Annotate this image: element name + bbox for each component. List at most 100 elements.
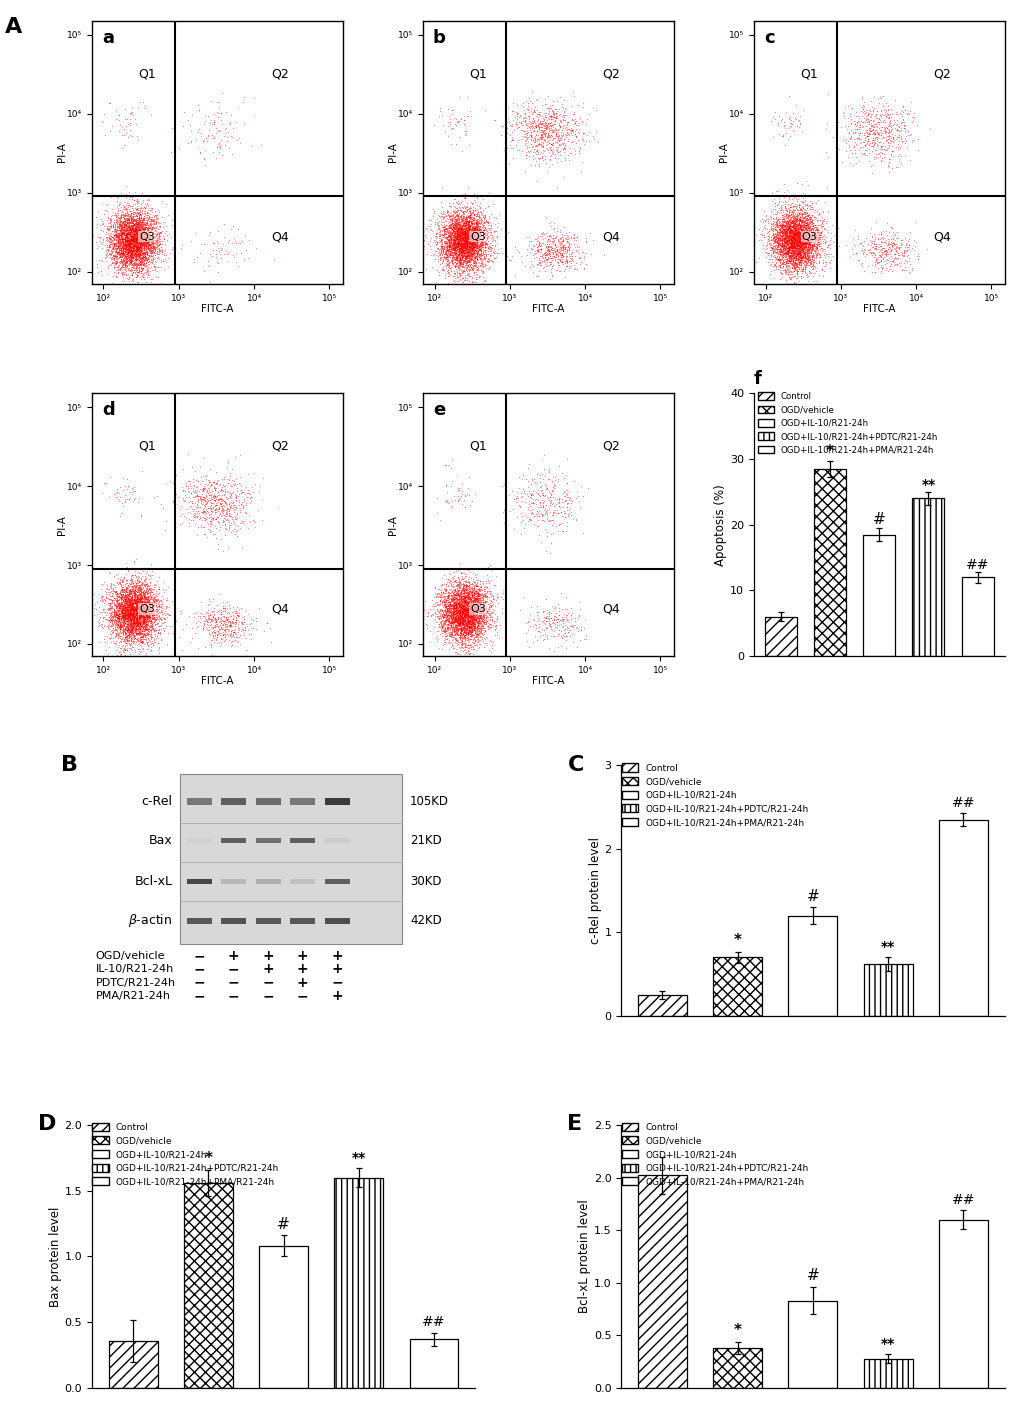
Point — [466, 614, 482, 637]
Point — [138, 594, 154, 617]
Point — [792, 213, 808, 236]
Point — [768, 236, 785, 258]
Point — [462, 608, 478, 631]
Point — [447, 606, 464, 628]
Point — [441, 606, 458, 628]
Point — [460, 227, 476, 250]
Point — [781, 216, 797, 238]
Point — [450, 572, 467, 594]
Point — [150, 627, 166, 649]
Point — [533, 222, 549, 244]
Point — [450, 608, 467, 631]
Point — [780, 240, 796, 262]
Point — [520, 234, 536, 257]
Point — [552, 245, 569, 268]
Point — [434, 596, 450, 618]
Point — [151, 594, 167, 617]
Point — [471, 594, 487, 617]
Point — [486, 220, 502, 243]
Point — [117, 589, 133, 611]
Point — [133, 594, 150, 617]
Point — [469, 230, 485, 252]
Point — [90, 234, 106, 257]
Point — [793, 210, 809, 233]
Point — [222, 503, 238, 526]
Point — [101, 606, 117, 628]
Point — [135, 587, 151, 610]
Point — [451, 240, 468, 262]
Point — [543, 133, 559, 156]
Point — [866, 123, 882, 146]
Point — [455, 215, 472, 237]
Point — [455, 586, 472, 608]
Point — [475, 217, 491, 240]
Point — [145, 238, 161, 261]
Point — [224, 494, 240, 516]
Point — [123, 594, 140, 617]
Point — [767, 251, 784, 273]
Point — [139, 597, 155, 620]
Point — [463, 224, 479, 247]
Point — [464, 604, 480, 627]
Point — [457, 624, 473, 646]
Point — [471, 599, 487, 621]
Point — [436, 585, 452, 607]
Point — [130, 575, 147, 597]
Point — [126, 604, 143, 627]
Point — [776, 227, 793, 250]
Point — [214, 513, 230, 536]
Point — [889, 252, 905, 275]
Point — [226, 600, 243, 622]
Point — [537, 234, 553, 257]
Point — [117, 597, 133, 620]
Point — [547, 118, 564, 140]
Point — [514, 91, 530, 114]
Point — [128, 212, 145, 234]
Point — [474, 587, 490, 610]
Point — [99, 230, 115, 252]
Point — [466, 620, 482, 642]
Point — [119, 569, 136, 592]
Point — [457, 222, 473, 244]
Point — [779, 226, 795, 248]
Point — [450, 233, 467, 255]
Point — [455, 617, 472, 639]
Point — [788, 222, 804, 244]
Point — [547, 233, 564, 255]
Point — [464, 244, 480, 266]
Point — [123, 245, 140, 268]
Point — [786, 240, 802, 262]
Point — [473, 222, 489, 244]
Point — [438, 237, 454, 259]
Point — [457, 222, 473, 244]
Point — [126, 613, 143, 635]
Point — [452, 600, 469, 622]
Point — [122, 251, 139, 273]
Point — [794, 229, 810, 251]
Point — [106, 236, 122, 258]
Point — [542, 254, 558, 276]
Point — [113, 247, 129, 269]
Point — [796, 257, 812, 279]
Point — [773, 230, 790, 252]
Point — [869, 238, 886, 261]
Point — [448, 219, 465, 241]
Point — [455, 244, 472, 266]
Point — [479, 614, 495, 637]
Point — [436, 259, 452, 282]
Point — [463, 587, 479, 610]
Point — [476, 624, 492, 646]
Point — [462, 230, 478, 252]
Point — [779, 210, 795, 233]
Point — [784, 236, 800, 258]
Point — [122, 207, 139, 230]
Point — [447, 629, 464, 652]
Point — [459, 250, 475, 272]
Text: −: − — [262, 976, 274, 990]
Point — [465, 594, 481, 617]
Point — [119, 590, 136, 613]
Point — [150, 594, 166, 617]
Point — [126, 212, 143, 234]
Point — [469, 613, 485, 635]
Point — [460, 236, 476, 258]
